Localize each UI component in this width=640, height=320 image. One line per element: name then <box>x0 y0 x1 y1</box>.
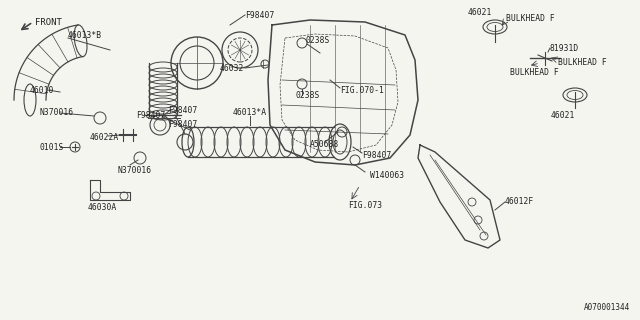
Text: A070001344: A070001344 <box>584 303 630 312</box>
Text: FIG.070-1: FIG.070-1 <box>340 85 384 94</box>
Text: F98407: F98407 <box>168 106 197 115</box>
Text: 46021: 46021 <box>551 110 575 119</box>
Text: FRONT: FRONT <box>35 18 62 27</box>
Text: F98407: F98407 <box>136 110 165 119</box>
Text: F98407: F98407 <box>362 150 391 159</box>
Text: 0238S: 0238S <box>305 36 330 44</box>
Text: 46030A: 46030A <box>88 204 117 212</box>
Text: N370016: N370016 <box>118 165 152 174</box>
Text: 46010: 46010 <box>30 85 54 94</box>
Text: 81931D: 81931D <box>550 44 579 52</box>
Text: 46032: 46032 <box>220 63 244 73</box>
Text: W140063: W140063 <box>370 171 404 180</box>
Text: BULKHEAD F: BULKHEAD F <box>506 13 555 22</box>
Text: 46021: 46021 <box>468 7 492 17</box>
Text: F98407: F98407 <box>245 11 275 20</box>
Text: 46013*A: 46013*A <box>233 108 267 116</box>
Text: FIG.073: FIG.073 <box>348 201 382 210</box>
Text: N370016: N370016 <box>40 108 74 116</box>
Text: 46012F: 46012F <box>505 197 534 206</box>
Text: 0238S: 0238S <box>295 91 319 100</box>
Text: 0101S: 0101S <box>40 142 65 151</box>
Text: BULKHEAD F: BULKHEAD F <box>510 68 559 76</box>
Text: BULKHEAD F: BULKHEAD F <box>558 58 607 67</box>
Text: A50688: A50688 <box>310 140 339 148</box>
Text: 46022A: 46022A <box>90 132 119 141</box>
Text: F98407: F98407 <box>168 119 197 129</box>
Text: 46013*B: 46013*B <box>68 30 102 39</box>
